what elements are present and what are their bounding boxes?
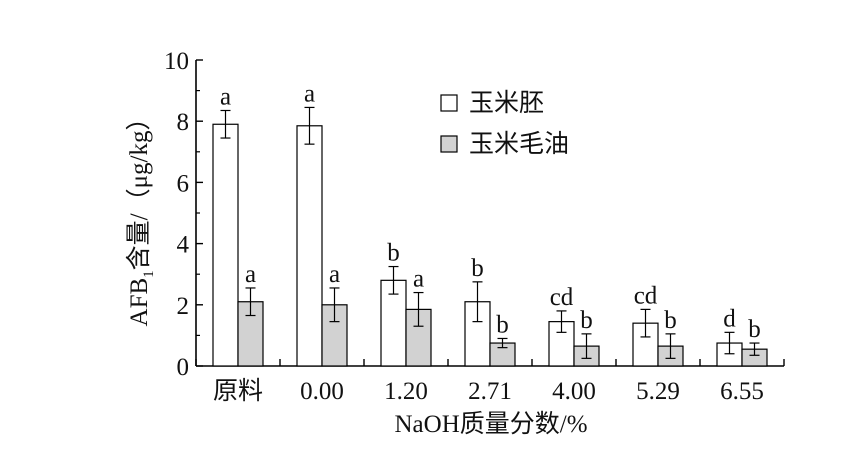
significance-label: a: [329, 261, 340, 288]
y-tick-label: 4: [177, 232, 190, 259]
x-tick-label: 6.55: [720, 378, 764, 405]
legend-label: 玉米胚: [469, 89, 544, 117]
significance-label: cd: [634, 282, 658, 309]
significance-label: b: [471, 255, 484, 282]
x-axis-label: NaOH质量分数/%: [394, 410, 587, 438]
significance-label: cd: [550, 284, 574, 311]
significance-label: d: [723, 305, 736, 332]
legend-swatch: [440, 135, 458, 153]
significance-label: a: [413, 266, 424, 293]
y-tick-label: 0: [177, 354, 190, 381]
y-axis-label-subscript: 1: [141, 270, 157, 278]
x-tick-label: 2.71: [468, 378, 512, 405]
significance-label: b: [496, 311, 509, 338]
y-axis-label-rest: 含量/（μg/kg）: [125, 106, 153, 271]
x-tick-label: 4.00: [552, 378, 596, 405]
significance-label: b: [748, 316, 761, 343]
y-tick-label: 6: [177, 170, 190, 197]
y-tick-label: 2: [177, 293, 190, 320]
y-axis-label: AFB1含量/（μg/kg）: [125, 106, 157, 327]
y-tick-label: 8: [177, 109, 190, 136]
chart-axes: 0 2 4 6 8 10 原料 0.00 1.20 2.71 4.00 5.29 6.55: [164, 48, 785, 405]
legend-swatch: [440, 94, 458, 112]
significance-label: b: [580, 307, 593, 334]
y-axis-label-main: AFB: [126, 278, 153, 327]
significance-label: a: [220, 83, 231, 110]
x-tick-label: 原料: [213, 377, 263, 405]
x-tick-label: 1.20: [384, 378, 428, 405]
significance-label: b: [387, 240, 400, 267]
bar: [212, 123, 239, 367]
x-tick-label: 5.29: [636, 378, 680, 405]
significance-label: a: [304, 80, 315, 107]
y-tick-label: 10: [164, 48, 189, 75]
significance-label: b: [664, 307, 677, 334]
x-tick-label: 0.00: [300, 378, 344, 405]
bar: [296, 125, 323, 367]
significance-label: a: [245, 261, 256, 288]
legend-label: 玉米毛油: [469, 130, 569, 158]
